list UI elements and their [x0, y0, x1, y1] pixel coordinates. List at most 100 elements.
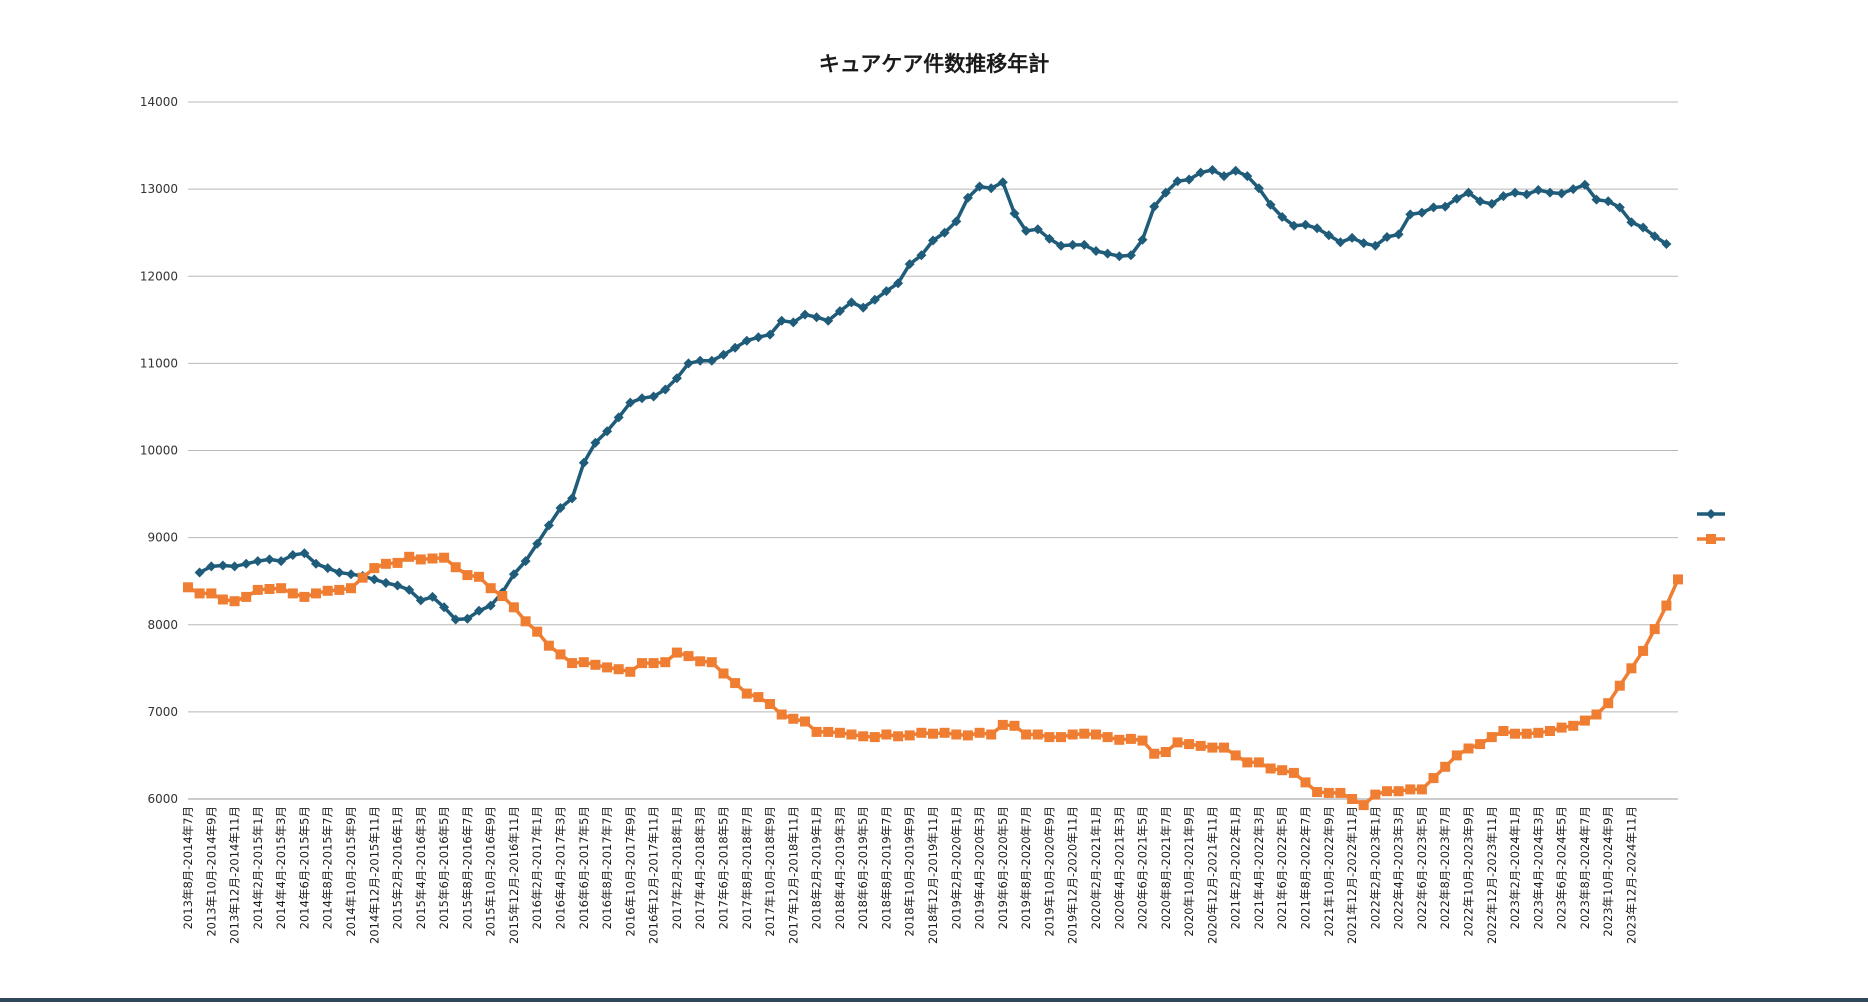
- series-2-point: [800, 716, 810, 727]
- series-1-point: [1486, 198, 1497, 209]
- series-2-point: [846, 729, 857, 740]
- series-2-point: [206, 588, 217, 599]
- series-2-point: [962, 730, 973, 741]
- x-tick-label: 2015年8月-2016年7月: [460, 806, 474, 929]
- series-1-point: [671, 373, 682, 384]
- x-tick-label: 2021年12月-2022年11月: [1345, 806, 1359, 944]
- series-1-point: [765, 329, 775, 340]
- bottom-border: [0, 998, 1868, 1002]
- series-2-point: [508, 602, 519, 613]
- series-1-point: [555, 503, 566, 513]
- series-2-point: [893, 731, 904, 742]
- series-2-point: [299, 591, 310, 602]
- series-2-point: [1393, 786, 1404, 797]
- series-1-point: [1358, 238, 1369, 249]
- series-2-point: [1556, 722, 1567, 733]
- series-2-point: [741, 688, 752, 699]
- series-2-point: [1463, 743, 1474, 754]
- y-tick-label: 11000: [140, 356, 178, 370]
- series-2-point: [1591, 709, 1602, 720]
- x-tick-label: 2020年10月-2021年9月: [1182, 806, 1196, 937]
- series-1-point: [1125, 250, 1136, 261]
- series-1-point: [834, 306, 845, 317]
- series-1-point: [369, 574, 380, 585]
- series-2-point: [1091, 729, 1101, 740]
- series-1-point: [1568, 184, 1579, 195]
- series-2-point: [415, 554, 426, 565]
- series-1-point: [753, 332, 764, 343]
- series-2-point: [578, 657, 589, 668]
- series-2-point: [392, 557, 403, 568]
- series-2-point: [1242, 757, 1253, 768]
- series-1-point: [823, 315, 834, 326]
- series-2-point: [1603, 698, 1614, 709]
- series-2-point: [1184, 739, 1195, 750]
- series-1-point: [1440, 201, 1451, 212]
- x-tick-label: 2020年2月-2021年1月: [1089, 806, 1103, 929]
- y-tick-label: 14000: [140, 95, 178, 109]
- x-tick-label: 2016年8月-2017年7月: [600, 806, 614, 929]
- series-1-point: [485, 600, 496, 611]
- series-2-point: [753, 692, 764, 703]
- x-tick-label: 2018年8月-2019年7月: [879, 806, 893, 929]
- series-2-point: [555, 649, 566, 660]
- series-2-point: [252, 584, 263, 595]
- x-tick-label: 2018年12月-2019年11月: [926, 806, 940, 944]
- x-tick-label: 2022年6月-2023年5月: [1415, 806, 1429, 929]
- series-1-point: [264, 554, 275, 565]
- y-tick-label: 13000: [140, 182, 178, 196]
- series-1-point: [1312, 223, 1323, 234]
- series-2-point: [357, 572, 368, 583]
- series-2-point: [229, 596, 240, 607]
- series-2-point: [1626, 663, 1637, 674]
- series-2-point: [1207, 742, 1218, 753]
- series-1-point: [287, 550, 298, 560]
- series-1-point: [613, 412, 624, 423]
- x-tick-label: 2015年4月-2016年3月: [414, 806, 428, 929]
- x-tick-label: 2013年8月-2014年7月: [181, 806, 195, 929]
- series-2-point: [1009, 720, 1020, 731]
- x-tick-label: 2013年12月-2014年11月: [228, 806, 242, 944]
- series-1-point: [1638, 222, 1649, 233]
- series-2-point: [1347, 794, 1358, 804]
- series-1-point: [1230, 165, 1241, 176]
- series-2-point: [1253, 757, 1264, 768]
- series-1-point: [194, 567, 205, 578]
- series-2-point: [1428, 773, 1439, 784]
- x-tick-label: 2023年4月-2024年3月: [1531, 806, 1545, 929]
- series-2-point: [1300, 777, 1311, 788]
- x-tick-label: 2014年8月-2015年7月: [321, 806, 335, 929]
- series-2-point: [1451, 750, 1462, 761]
- series-1-point: [1184, 174, 1195, 185]
- series-1-point: [508, 569, 519, 580]
- series-2-point: [1195, 740, 1206, 751]
- series-2-point: [1021, 729, 1032, 740]
- series-2-point: [322, 585, 333, 596]
- x-tick-label: 2023年6月-2024年5月: [1555, 806, 1569, 929]
- x-tick-label: 2017年12月-2018年11月: [786, 806, 800, 944]
- series-1-point: [590, 437, 601, 448]
- x-tick-label: 2014年10月-2015年9月: [344, 806, 358, 937]
- x-tick-label: 2019年8月-2020年7月: [1019, 806, 1033, 929]
- x-tick-label: 2020年6月-2021年5月: [1136, 806, 1150, 929]
- series-1-point: [928, 235, 938, 246]
- x-tick-label: 2013年10月-2014年9月: [204, 806, 218, 937]
- series-1-point: [1393, 229, 1404, 240]
- series-1-point: [1207, 165, 1218, 175]
- x-tick-label: 2023年8月-2024年7月: [1578, 806, 1592, 929]
- series-2-point: [939, 727, 950, 738]
- series-1-point: [1102, 248, 1113, 259]
- series-1-point: [951, 216, 962, 227]
- series-2-point: [474, 571, 484, 582]
- series-1-point: [1242, 171, 1253, 182]
- series-2-point: [881, 729, 892, 740]
- series-2-point: [811, 726, 822, 737]
- series-1-point: [334, 567, 345, 578]
- series-2-point: [1533, 727, 1544, 738]
- series-2-point: [928, 728, 938, 739]
- series-1-point: [1428, 202, 1439, 213]
- series-1-point: [567, 493, 578, 504]
- series-2-point: [1312, 787, 1323, 797]
- series-2-point: [683, 651, 694, 662]
